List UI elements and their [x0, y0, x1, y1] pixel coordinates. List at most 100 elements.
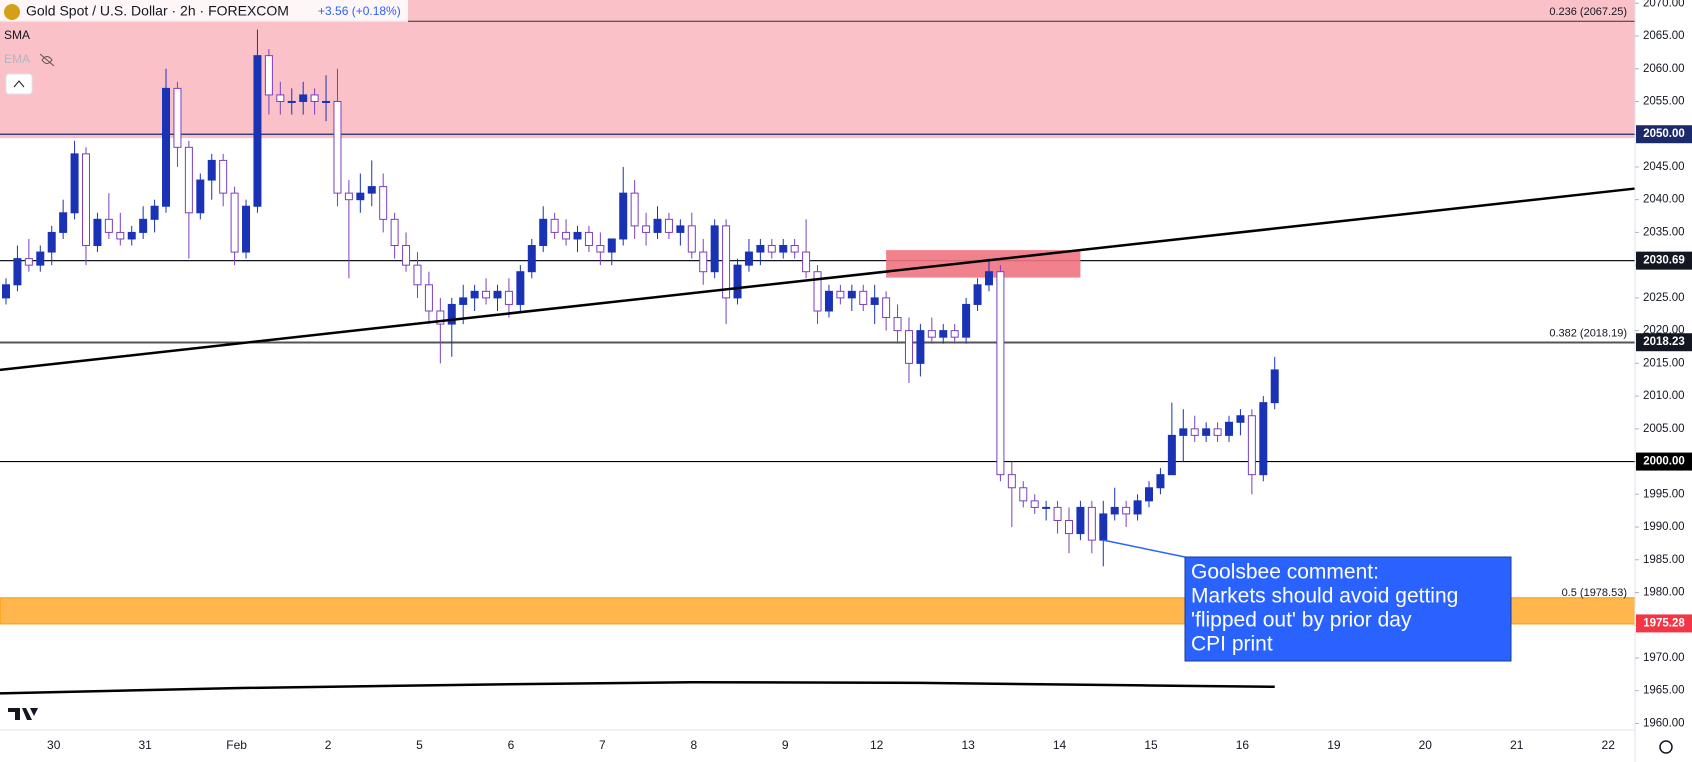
y-tick-label: 2040.00: [1643, 194, 1685, 206]
price-label: 2030.69: [1643, 255, 1685, 267]
candle-body: [13, 258, 22, 286]
candle-body: [1087, 506, 1096, 541]
candle-body: [1076, 506, 1085, 535]
y-tick-label: 1995.00: [1643, 488, 1685, 500]
candle-body: [413, 264, 422, 286]
y-tick-label: 2060.00: [1643, 63, 1685, 75]
candle-body: [836, 290, 845, 299]
candle-body: [984, 271, 993, 286]
candle-body: [824, 290, 833, 312]
candle-body: [562, 231, 571, 240]
candle-body: [264, 55, 273, 96]
candle-body: [1122, 506, 1131, 515]
candle-body: [939, 330, 948, 338]
candle-body: [1270, 369, 1279, 404]
candle-body: [1213, 428, 1222, 436]
hide-icon[interactable]: [39, 53, 55, 67]
logo: [8, 708, 38, 720]
candle-body: [573, 231, 582, 240]
candle-body: [482, 290, 491, 299]
candle-body: [207, 159, 216, 181]
y-tick-label: 2035.00: [1643, 226, 1685, 238]
candle-body: [847, 290, 856, 299]
candle-body: [459, 297, 468, 305]
candle-body: [950, 330, 959, 338]
y-tick-label: 2010.00: [1643, 390, 1685, 402]
candle-body: [127, 231, 136, 240]
collapse-button[interactable]: [5, 73, 33, 95]
candle-body: [664, 218, 673, 233]
candle-body: [1110, 506, 1119, 515]
x-tick-label: 22: [1602, 738, 1616, 752]
x-tick-label: 19: [1327, 738, 1341, 752]
indicator-sma[interactable]: SMA: [4, 28, 30, 42]
candle-body: [333, 100, 342, 194]
annotation-pointer: [1103, 539, 1186, 558]
candle-body: [47, 231, 56, 253]
candle-body: [550, 218, 559, 233]
candle-body: [607, 238, 616, 253]
x-tick-label: 30: [47, 738, 61, 752]
x-tick-label: 12: [870, 738, 884, 752]
annotation-box: [1184, 556, 1512, 662]
candle-body: [367, 186, 376, 194]
indicator-ema[interactable]: EMA: [4, 52, 30, 66]
candle-body: [802, 251, 811, 273]
y-tick-label: 2025.00: [1643, 292, 1685, 304]
candle-body: [653, 218, 662, 233]
candle-body: [687, 225, 696, 253]
fib-label: 0.236 (2067.25): [1549, 6, 1627, 18]
x-tick-label: 15: [1144, 738, 1158, 752]
candle-body: [219, 159, 228, 194]
candle-body: [139, 218, 148, 233]
candle-body: [1259, 402, 1268, 476]
candle-body: [470, 290, 479, 299]
candle-body: [733, 264, 742, 299]
x-tick-label: 21: [1510, 738, 1524, 752]
candle-body: [699, 251, 708, 273]
candle-body: [630, 192, 639, 227]
candle-body: [1064, 519, 1073, 535]
candle-body: [710, 225, 719, 273]
candle-body: [744, 251, 753, 266]
candle-body: [196, 179, 205, 214]
price-label-box: [1636, 251, 1692, 270]
candle-body: [82, 153, 91, 247]
annotation: Goolsbee comment:Markets should avoid ge…: [1103, 539, 1512, 662]
candle-body: [390, 218, 399, 247]
candle-body: [642, 225, 651, 233]
candle-body: [916, 330, 925, 364]
x-tick-label: Feb: [226, 738, 247, 752]
candle-body: [539, 218, 548, 247]
y-tick-label: 2015.00: [1643, 357, 1685, 369]
price-label-box: [1636, 452, 1692, 471]
candle-body: [116, 231, 125, 240]
tv-logo[interactable]: [8, 708, 38, 720]
x-tick-label: 13: [961, 738, 975, 752]
candle-body: [1145, 487, 1153, 502]
candle-body: [790, 245, 799, 253]
candle-body: [504, 290, 513, 305]
candle-body: [1247, 415, 1256, 476]
candle-body: [756, 245, 765, 253]
fib-label: 0.382 (2018.19): [1549, 327, 1627, 339]
candle-body: [813, 271, 822, 312]
change[interactable]: +3.56 (+0.18%): [318, 4, 401, 18]
settings-icon[interactable]: [1659, 740, 1673, 754]
candle-body: [779, 245, 788, 253]
candle-body: [1156, 474, 1165, 489]
candle-body: [1202, 428, 1211, 436]
candle-body: [162, 87, 171, 207]
y-tick-label: 1990.00: [1643, 521, 1685, 533]
y-tick-label: 2055.00: [1643, 96, 1685, 108]
y-tick-label: 2070.00: [1643, 0, 1685, 9]
candle-body: [893, 317, 902, 332]
candle-body: [310, 94, 319, 102]
candle-body: [379, 186, 388, 220]
candle-body: [104, 218, 113, 233]
candle-body: [1225, 421, 1234, 436]
x-tick-label: 5: [416, 738, 423, 752]
candle-body: [1236, 415, 1245, 423]
